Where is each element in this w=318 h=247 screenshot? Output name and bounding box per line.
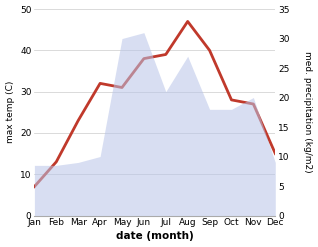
- Y-axis label: max temp (C): max temp (C): [5, 81, 15, 144]
- X-axis label: date (month): date (month): [116, 231, 194, 242]
- Y-axis label: med. precipitation (kg/m2): med. precipitation (kg/m2): [303, 51, 313, 173]
